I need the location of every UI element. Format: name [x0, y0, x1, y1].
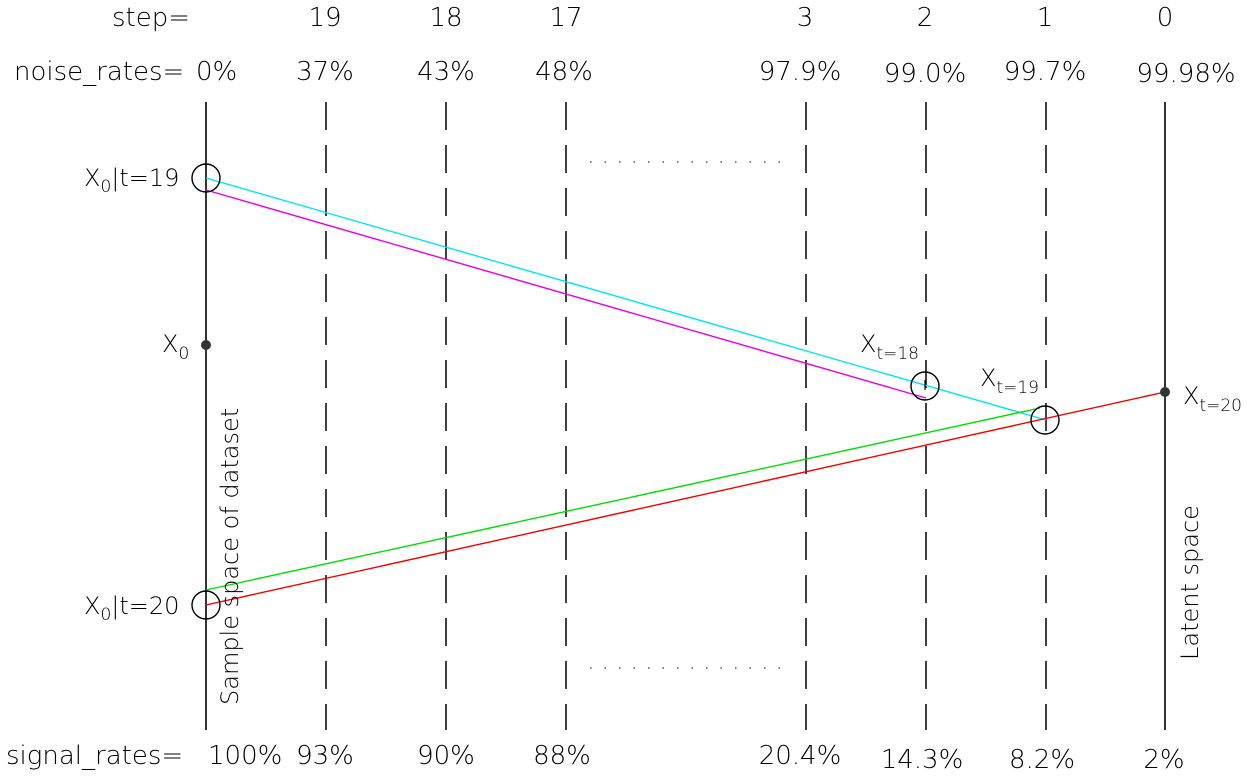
signal-rate-2: 14.3%: [881, 745, 964, 775]
step-value-19: 19: [308, 3, 341, 33]
label-x0-t19: X0|t=19: [84, 164, 179, 197]
x0-t19-circle: [191, 163, 221, 193]
signal-rate-1: 8.2%: [1009, 745, 1075, 775]
label-x0-t20: X0|t=20: [84, 592, 179, 625]
x0-t20-circle: [191, 590, 221, 620]
step-dashed-lines: [325, 102, 1047, 730]
label-xt19: Xt=19: [980, 364, 1039, 398]
x0-dot: [201, 340, 211, 350]
label-xt20: Xt=20: [1183, 382, 1242, 416]
noise-rate-17: 48%: [535, 57, 593, 87]
signal-rate-19: 93%: [296, 741, 354, 771]
xt19-circle: [1030, 405, 1060, 435]
signal-rate-17: 88%: [533, 741, 591, 771]
noise-rate-0-latent: 99.98%: [1136, 59, 1235, 89]
signal-rate-0: 2%: [1143, 745, 1184, 775]
green-trajectory: [205, 407, 1041, 591]
sample-space-label: Sample space of dataset: [216, 408, 244, 705]
magenta-trajectory: [205, 189, 927, 399]
step-value-1: 1: [1037, 3, 1054, 33]
noise-rates-label: noise_rates=: [14, 57, 184, 87]
xt18-circle: [910, 371, 940, 401]
step-value-3: 3: [797, 3, 814, 33]
step-value-2: 2: [917, 3, 934, 33]
signal-rates-label: signal_rates=: [6, 741, 183, 771]
noise-rate-18: 43%: [417, 57, 475, 87]
signal-rate-100: 100%: [208, 741, 282, 771]
noise-rate-3: 97.9%: [759, 57, 842, 87]
xt20-dot: [1160, 387, 1170, 397]
step-value-18: 18: [429, 3, 462, 33]
noise-rate-2: 99.0%: [884, 59, 967, 89]
signal-rate-3: 20.4%: [759, 741, 842, 771]
noise-rate-0: 0%: [196, 57, 237, 87]
latent-space-label: Latent space: [1176, 505, 1204, 660]
label-x0: X0: [162, 330, 189, 364]
step-label: step=: [112, 3, 190, 33]
red-trajectory: [205, 391, 1166, 606]
label-xt18: Xt=18: [860, 330, 919, 364]
noise-rate-19: 37%: [296, 57, 354, 87]
noise-rate-1: 99.7%: [1004, 57, 1087, 87]
step-value-17: 17: [549, 3, 582, 33]
signal-rate-18: 90%: [417, 741, 475, 771]
cyan-trajectory: [205, 177, 1047, 421]
step-value-0: 0: [1157, 3, 1174, 33]
